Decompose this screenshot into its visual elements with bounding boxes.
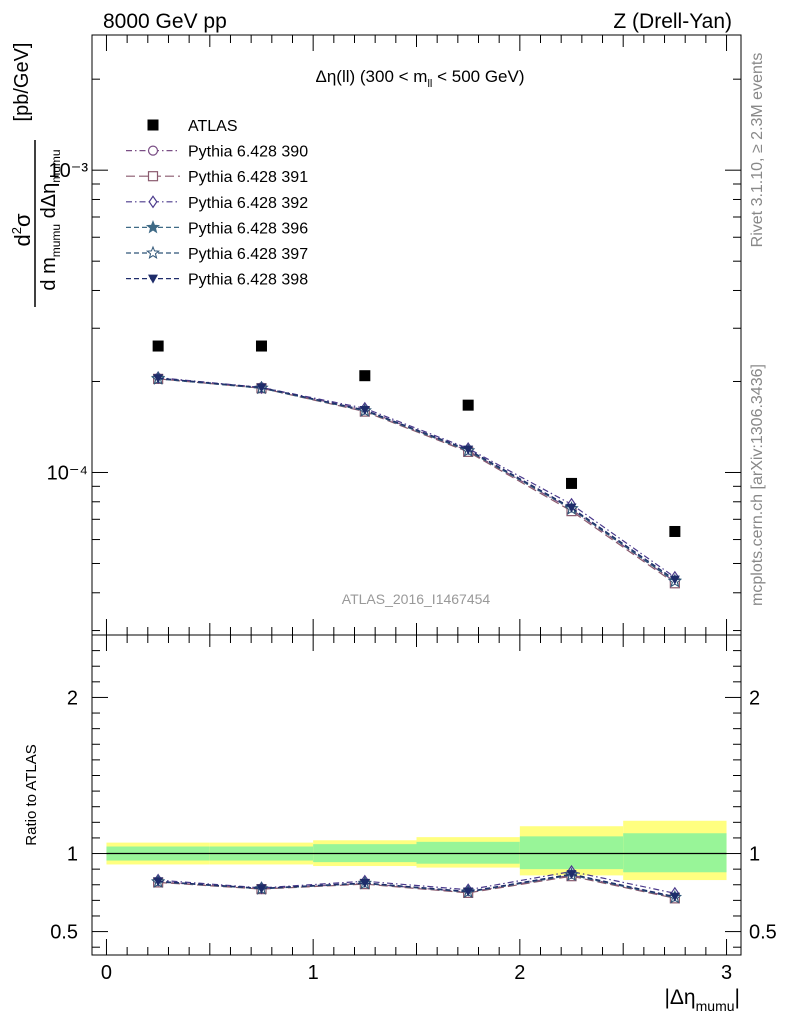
legend-label: Pythia 6.428 391 [188,169,308,186]
x-tick-label: 1 [308,962,319,984]
data-point [462,399,474,411]
series-line [158,378,676,582]
rivet-label: Rivet 3.1.10, ≥ 2.3M events [749,53,766,248]
ratio-frame [91,634,742,956]
series-Pythia-6428-392 [153,371,680,584]
legend-label: Pythia 6.428 392 [188,195,308,212]
series-ATLAS [152,340,681,537]
ratio-point [359,878,370,888]
ratio-line [158,875,676,899]
main-title: Δη(ll) (300 < mll < 500 GeV) [315,67,524,90]
ratio-y-tick-label: 0.5 [50,922,78,944]
legend-marker [147,119,159,131]
legend-entry: Pythia 6.428 390 [126,144,308,161]
ratio-y-label: Ratio to ATLAS [23,744,40,845]
legend-marker [148,274,158,284]
legend-label: Pythia 6.428 398 [188,272,308,289]
series-Pythia-6428-398 [153,374,680,585]
legend-entry: Pythia 6.428 391 [126,169,308,186]
legend-entry: Pythia 6.428 396 [126,220,308,237]
legend-marker [145,245,161,259]
series-Pythia-6428-397 [151,371,682,588]
ratio-point [153,877,164,887]
y-label-denominator: d mmumu dΔηmumu [38,149,63,290]
y-label-units: [pb/GeV] [11,43,33,122]
legend-entry: Pythia 6.428 392 [126,195,308,212]
data-point [566,503,577,513]
x-axis-label: |Δηmumu| [664,986,740,1014]
data-point [669,525,681,537]
ratio-point [256,884,267,894]
data-point [256,383,267,393]
legend-marker [147,171,159,182]
uncertainty-band-inner [519,836,624,870]
series-line [158,377,676,581]
legend-marker [145,220,161,234]
ratio-y-tick-label-right: 0.5 [749,922,777,944]
series-Pythia-6428-391 [153,373,680,589]
legend-label: Pythia 6.428 396 [188,220,308,237]
ratio-y-tick-label: 2 [67,687,78,709]
data-point [152,340,164,352]
main-y-tick-label: 10⁻³ [49,160,89,182]
main-ticks: 10⁻³ 10⁻⁴ [47,35,741,635]
ratio-series [151,864,682,904]
legend: ATLAS Pythia 6.428 390 Pythia 6.428 391 Pyt… [126,118,308,289]
data-point [359,405,370,415]
legend-entry: Pythia 6.428 398 [126,272,308,289]
main-panel: 10⁻³ 10⁻⁴ Δη(ll) (300 < mll < 500 GeV) AT… [9,34,742,636]
legend-marker [147,145,159,156]
series-Pythia-6428-396 [151,370,682,587]
ratio-bands [106,820,727,881]
ratio-point [566,870,577,880]
series-line [158,377,676,583]
ratio-line [158,870,676,894]
series-line [158,378,676,584]
legend-entry: ATLAS [147,118,238,135]
ratio-ticks: 0.5 0.5 1 1 2 2 0 1 2 3 [50,635,777,984]
main-y-tick-label: 10⁻⁴ [47,462,88,484]
ratio-point [669,892,680,902]
uncertainty-band-inner [416,841,520,864]
ratio-series-Pythia-6428-398 [153,870,680,902]
uncertainty-band-inner [623,833,727,873]
ratio-panel: 0.5 0.5 1 1 2 2 0 1 2 3 Ratio to ATLAS [23,634,777,984]
ratio-line [158,873,676,898]
y-axis-label: d2σ d mmumu dΔηmumu [pb/GeV] [9,43,63,307]
data-point [255,340,267,352]
data-point [566,477,578,489]
watermark: ATLAS_2016_I1467454 [342,591,491,607]
x-tick-label: 2 [514,962,525,984]
data-point [359,370,371,382]
series-line [158,377,676,578]
data-point [463,445,474,455]
legend-label: Pythia 6.428 390 [188,144,308,161]
legend-marker [148,195,158,209]
header-right: Z (Drell-Yan) [613,10,732,33]
main-series [151,340,682,589]
ratio-y-tick-label-right: 1 [749,844,760,866]
ratio-point [463,887,474,897]
data-point [669,575,680,585]
mcplots-label: mcplots.cern.ch [arXiv:1306.3436] [749,364,766,606]
legend-label: ATLAS [188,118,238,135]
header-left: 8000 GeV pp [103,10,227,33]
series-line [158,377,676,582]
legend-label: Pythia 6.428 397 [188,246,308,263]
ratio-y-tick-label: 1 [67,844,78,866]
data-point [153,374,164,384]
x-tick-label: 0 [101,962,112,984]
x-tick-label: 3 [721,962,732,984]
ratio-y-tick-label-right: 2 [749,687,760,709]
y-label-numerator: d2σ [9,213,35,246]
series-Pythia-6428-390 [153,373,680,587]
legend-entry: Pythia 6.428 397 [126,245,308,263]
